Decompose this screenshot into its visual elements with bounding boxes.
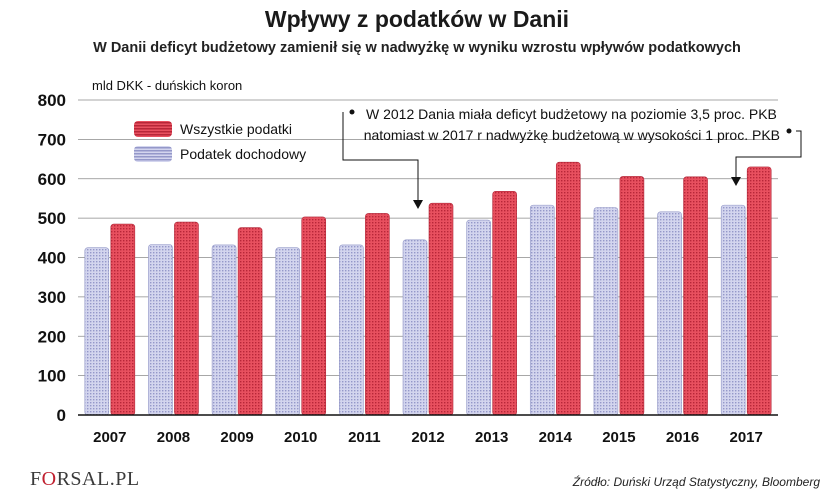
arrow-2017-dot	[786, 128, 792, 134]
annotation-line-1: W 2012 Dania miała deficyt budżetowy na …	[366, 106, 777, 122]
bar-all-taxes-2014	[555, 161, 581, 416]
y-tick-label: 600	[38, 170, 66, 189]
x-tick-label: 2011	[348, 429, 381, 446]
y-tick-label: 100	[38, 367, 66, 386]
annotation-line-2: natomiast w 2017 r nadwyżkę budżetową w …	[363, 127, 780, 143]
bar-all-taxes-2012	[428, 202, 454, 416]
arrow-2012-line	[342, 112, 419, 203]
y-tick-label: 0	[57, 406, 66, 425]
chart-subtitle: W Danii deficyt budżetowy zamienił się w…	[93, 40, 741, 56]
unit-label: mld DKK - duńskich koron	[92, 78, 243, 93]
y-tick-label: 200	[38, 327, 66, 346]
legend-swatch-blue	[134, 146, 172, 162]
arrow-2017-head	[731, 177, 741, 186]
arrow-2012-dot	[349, 109, 355, 115]
y-tick-label: 800	[38, 91, 66, 110]
x-tick-label: 2015	[602, 429, 635, 446]
bar-income-tax-2013	[466, 219, 491, 416]
logo-ring: O	[41, 468, 57, 490]
x-tick-label: 2014	[539, 429, 573, 446]
bar-income-tax-2010	[275, 247, 301, 416]
legend-item-income-tax: Podatek dochodowy	[134, 143, 306, 165]
bar-income-tax-2014	[529, 204, 555, 416]
legend-item-all-taxes: Wszystkie podatki	[134, 118, 306, 140]
y-tick-label: 700	[38, 130, 66, 149]
annotation-arrows	[342, 109, 802, 209]
bar-all-taxes-2013	[492, 191, 517, 416]
bar-all-taxes-2009	[237, 227, 263, 416]
legend-swatch-red	[134, 121, 172, 137]
bar-income-tax-2017	[720, 204, 746, 416]
legend: Wszystkie podatki Podatek dochodowy	[134, 118, 306, 168]
bar-all-taxes-2015	[619, 176, 645, 416]
logo-prefix: F	[30, 468, 42, 490]
x-tick-label: 2013	[475, 429, 508, 446]
forsal-logo: FORSAL.PL	[30, 468, 140, 491]
x-tick-label: 2010	[284, 429, 317, 446]
bar-all-taxes-2008	[174, 221, 199, 416]
x-tick-label: 2017	[729, 429, 762, 446]
bar-income-tax-2015	[593, 207, 619, 416]
source-note: Źródło: Duński Urząd Statystyczny, Bloom…	[572, 475, 820, 489]
bar-all-taxes-2010	[301, 216, 327, 416]
legend-label: Wszystkie podatki	[180, 121, 293, 137]
x-tick-label: 2007	[93, 429, 126, 446]
bar-all-taxes-2007	[110, 223, 136, 416]
bar-income-tax-2009	[211, 244, 237, 416]
bar-income-tax-2012	[402, 239, 428, 416]
annotation: W 2012 Dania miała deficyt budżetowy na …	[350, 104, 782, 146]
x-tick-label: 2012	[411, 429, 444, 446]
bar-all-taxes-2017	[746, 166, 772, 416]
legend-label: Podatek dochodowy	[180, 146, 307, 162]
arrow-2017-line	[735, 130, 802, 180]
bar-income-tax-2016	[657, 211, 682, 416]
bar-income-tax-2007	[84, 247, 110, 416]
x-tick-label: 2016	[666, 429, 699, 446]
chart-title: Wpływy z podatków w Danii	[264, 6, 570, 32]
x-tick-label: 2009	[220, 429, 253, 446]
y-tick-label: 300	[38, 288, 66, 307]
arrow-2012-head	[413, 200, 423, 209]
bars	[84, 161, 772, 416]
bar-all-taxes-2016	[683, 176, 708, 416]
axes: 0 100 200 300 400 500 600 700 800 2007 2008 2009 201…	[38, 91, 778, 446]
logo-suffix: RSAL.PL	[56, 468, 140, 490]
y-tick-label: 400	[38, 249, 66, 268]
bar-income-tax-2011	[339, 244, 364, 416]
bar-all-taxes-2011	[365, 213, 390, 416]
x-tick-label: 2008	[157, 429, 190, 446]
y-tick-label: 500	[38, 209, 66, 228]
bar-income-tax-2008	[148, 244, 173, 416]
